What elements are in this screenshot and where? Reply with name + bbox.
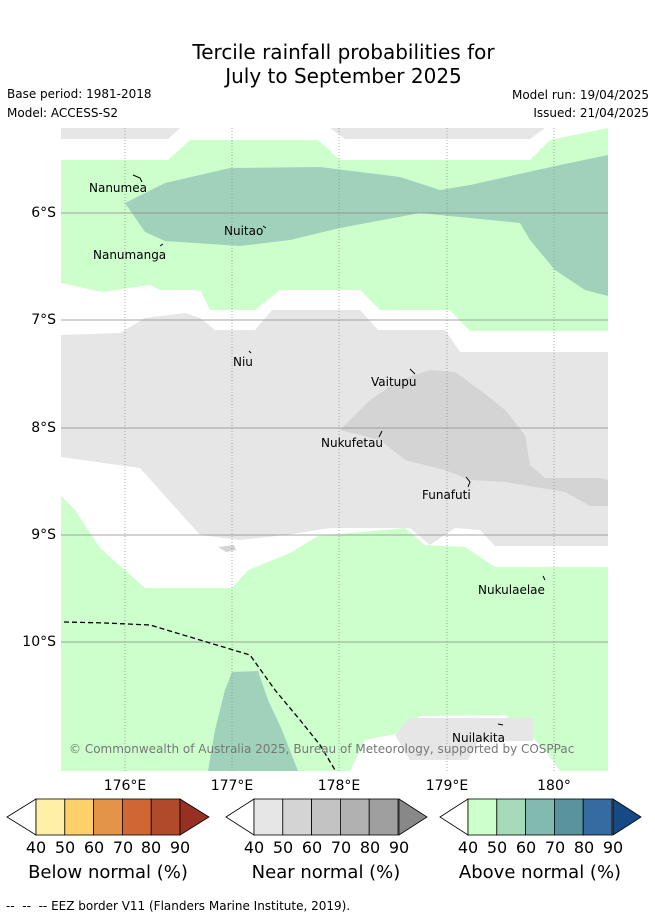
legend-above-tick-70: 70: [544, 838, 566, 857]
legend-near-swatch-80: [368, 798, 399, 836]
lat-label-10: 10°S: [22, 634, 56, 650]
island-marks: [132, 174, 546, 726]
near-normal-region-top: [61, 128, 545, 139]
legend-near-tick-70: 70: [330, 838, 352, 857]
island-mark-nanumea: [132, 174, 143, 183]
legend-below-swatch-40: [35, 798, 66, 836]
base-period: Base period: 1981-2018: [7, 87, 152, 101]
legend-below-normal: [6, 798, 210, 836]
legend-above-swatch-40: [467, 798, 498, 836]
legend-above-tick-60: 60: [515, 838, 537, 857]
legend-below-max-arrow: [179, 798, 210, 836]
near-normal-50-island-patch: [218, 545, 236, 552]
eez-note: EEZ border V11 (Flanders Marine Institut…: [51, 899, 351, 913]
legend-near-max-arrow: [398, 798, 428, 836]
legend-near-tick-80: 80: [359, 838, 381, 857]
legend-above-caption: Above normal (%): [458, 862, 622, 883]
gridlines: [61, 128, 608, 771]
near-normal-region-south: [395, 718, 533, 760]
legend-below-swatch-60: [93, 798, 123, 836]
model-name: Model: ACCESS-S2: [7, 106, 119, 120]
lon-label-179: 179°E: [425, 778, 469, 794]
legend-below-tick-40: 40: [25, 838, 47, 857]
eez-line-sample: -- -- --: [6, 899, 48, 913]
island-mark-nuilakita: [497, 723, 504, 726]
legend-above-swatch-60: [525, 798, 555, 836]
legend-below-swatch-70: [122, 798, 152, 836]
lat-label-8: 8°S: [31, 420, 56, 436]
near-normal-50-region-middle: [340, 370, 608, 506]
legend-above-swatch-50: [496, 798, 526, 836]
legend-above-tick-80: 80: [573, 838, 595, 857]
lat-label-7: 7°S: [31, 312, 56, 328]
island-mark-nukulaelae: [542, 575, 546, 581]
legend-below-swatch-50: [64, 798, 95, 836]
legend-below-swatches: [35, 798, 181, 836]
lon-label-177: 177°E: [210, 778, 254, 794]
legend-above-swatches: [467, 798, 613, 836]
above-normal-region-south: [61, 496, 608, 771]
legend-near-tick-40: 40: [243, 838, 265, 857]
legend-below-tick-80: 80: [140, 838, 162, 857]
legend-near-swatch-40: [253, 798, 284, 836]
place-nanumanga: Nanumanga: [93, 248, 167, 262]
island-mark-nanumanga: [159, 243, 164, 247]
place-nanumea: Nanumea: [89, 181, 147, 195]
legend-near-tick-50: 50: [272, 838, 294, 857]
lon-label-178: 178°E: [317, 778, 361, 794]
lon-label-176: 176°E: [103, 778, 147, 794]
island-mark-nukufetau: [378, 430, 383, 438]
legend-below-tick-90: 90: [169, 838, 191, 857]
legend-above-tick-90: 90: [602, 838, 624, 857]
legend-above-tick-50: 50: [486, 838, 508, 857]
legend-above-normal: [439, 798, 642, 836]
legend-below-caption: Below normal (%): [28, 862, 188, 883]
legend-near-min-arrow: [225, 798, 255, 836]
map-title: Tercile rainfall probabilities for July …: [0, 40, 655, 88]
island-mark-funafuti: [465, 476, 471, 488]
map-area: [61, 128, 608, 771]
legend-near-swatch-70: [339, 798, 370, 836]
lat-label-9: 9°S: [31, 527, 56, 543]
place-niu: Niu: [233, 355, 253, 369]
issued-date: Issued: 21/04/2025: [533, 106, 649, 120]
eez-border: [63, 621, 336, 771]
legend-near-swatch-50: [282, 798, 312, 836]
legend-above-max-arrow: [612, 798, 642, 836]
island-mark-nuitao: [262, 225, 267, 229]
legend-above-swatch-80: [582, 798, 613, 836]
place-nukulaelae: Nukulaelae: [478, 583, 545, 597]
legend-near-swatch-60: [311, 798, 341, 836]
legend-near-tick-90: 90: [388, 838, 410, 857]
legend-above-min-arrow: [439, 798, 469, 836]
legend-below-tick-70: 70: [112, 838, 134, 857]
eez-border-footnote: -- -- -- EEZ border V11 (Flanders Marine…: [6, 899, 350, 913]
above-normal-50-region-south: [208, 671, 298, 771]
island-mark-niu: [248, 350, 252, 354]
legend-near-normal: [225, 798, 428, 836]
legend-below-min-arrow: [6, 798, 37, 836]
legend-near-swatches: [253, 798, 399, 836]
legend-above-tick-40: 40: [457, 838, 479, 857]
title-line-1: Tercile rainfall probabilities for: [192, 40, 495, 64]
legend-below-tick-60: 60: [83, 838, 105, 857]
legend-below-tick-50: 50: [54, 838, 76, 857]
above-normal-50-region-north: [125, 155, 608, 296]
legend-near-tick-60: 60: [301, 838, 323, 857]
place-nuilakita: Nuilakita: [452, 731, 505, 745]
place-nukufetau: Nukufetau: [321, 436, 384, 450]
legend-near-caption: Near normal (%): [251, 862, 401, 883]
place-nuitao: Nuitao: [224, 224, 264, 238]
place-vaitupu: Vaitupu: [371, 375, 417, 389]
model-run: Model run: 19/04/2025: [511, 88, 649, 102]
lon-label-180: 180°: [537, 778, 571, 794]
island-mark-vaitupu: [409, 368, 416, 375]
legend-above-swatch-70: [554, 798, 584, 836]
legend-below-swatch-80: [150, 798, 181, 836]
place-funafuti: Funafuti: [422, 488, 471, 502]
copyright-notice: © Commonwealth of Australia 2025, Bureau…: [69, 742, 575, 756]
lat-label-6: 6°S: [31, 205, 56, 221]
title-line-2: July to September 2025: [225, 64, 462, 88]
